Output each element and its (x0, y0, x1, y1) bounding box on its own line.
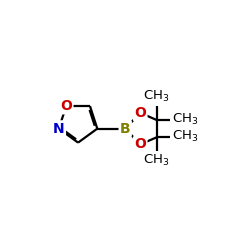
Text: CH$_3$: CH$_3$ (143, 89, 170, 104)
Text: CH$_3$: CH$_3$ (143, 153, 170, 168)
Text: CH$_3$: CH$_3$ (172, 129, 199, 144)
Text: O: O (134, 138, 146, 151)
Text: O: O (60, 99, 72, 113)
Text: O: O (134, 106, 146, 120)
Text: B: B (120, 122, 130, 136)
Text: N: N (53, 122, 65, 136)
Text: CH$_3$: CH$_3$ (172, 112, 199, 126)
